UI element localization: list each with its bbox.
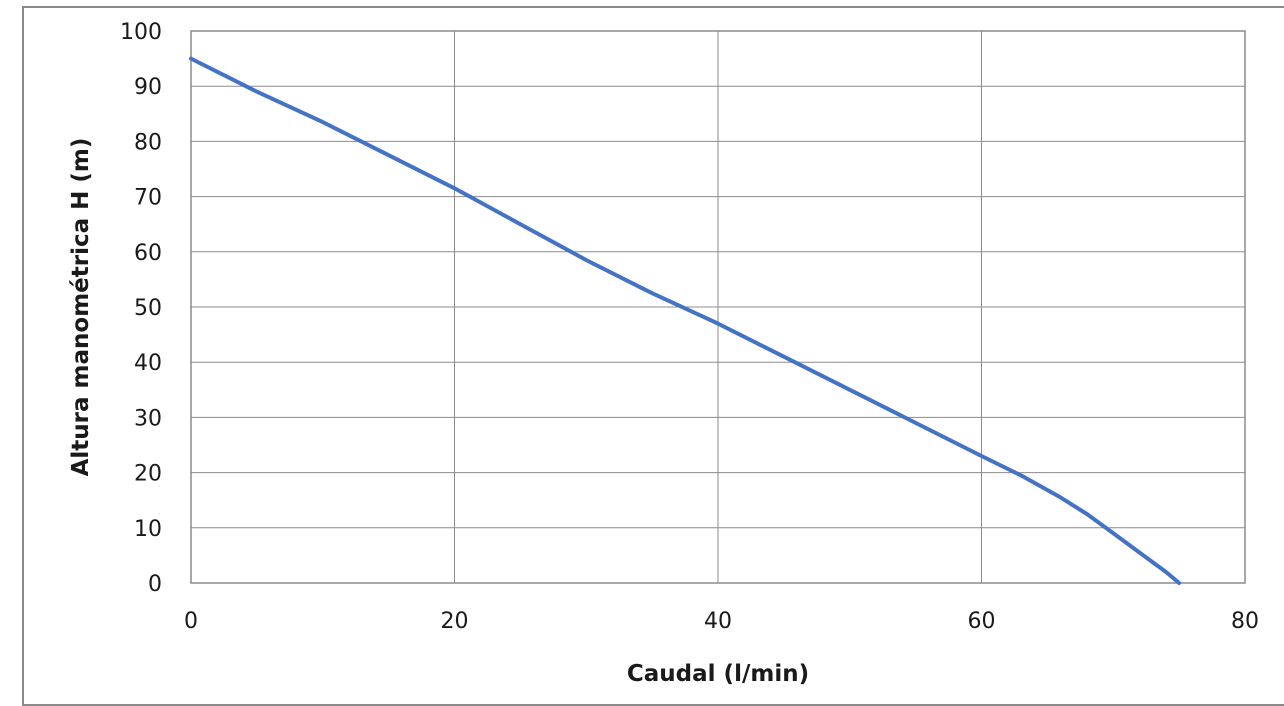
y-tick-label: 30 [134, 406, 162, 431]
y-tick-label: 60 [134, 241, 162, 266]
x-tick-label: 20 [441, 609, 469, 634]
y-tick-label: 10 [134, 517, 162, 542]
x-axis-tick-labels: 0 20 40 60 80 [184, 609, 1259, 634]
series-line [189, 56, 1182, 585]
x-tick-label: 0 [184, 609, 198, 634]
x-axis-title: Caudal (l/min) [627, 661, 809, 687]
y-tick-label: 80 [134, 130, 162, 155]
x-tick-label: 80 [1231, 609, 1259, 634]
y-tick-label: 0 [148, 572, 162, 597]
y-tick-label: 40 [134, 351, 162, 376]
x-tick-label: 60 [968, 609, 996, 634]
x-tick-label: 40 [704, 609, 732, 634]
y-axis-title: Altura manométrica H (m) [68, 138, 94, 477]
y-tick-label: 90 [134, 75, 162, 100]
plot-area-border [190, 30, 1246, 584]
series-layer [189, 56, 1182, 585]
chart-frame [22, 6, 1284, 706]
grid-lines [190, 30, 1246, 584]
y-tick-label: 70 [134, 186, 162, 211]
y-tick-label: 20 [134, 462, 162, 487]
y-tick-label: 50 [134, 296, 162, 321]
y-axis-tick-labels: 0 10 20 30 40 50 60 70 80 90 100 [120, 20, 162, 597]
y-tick-label: 100 [120, 20, 162, 45]
